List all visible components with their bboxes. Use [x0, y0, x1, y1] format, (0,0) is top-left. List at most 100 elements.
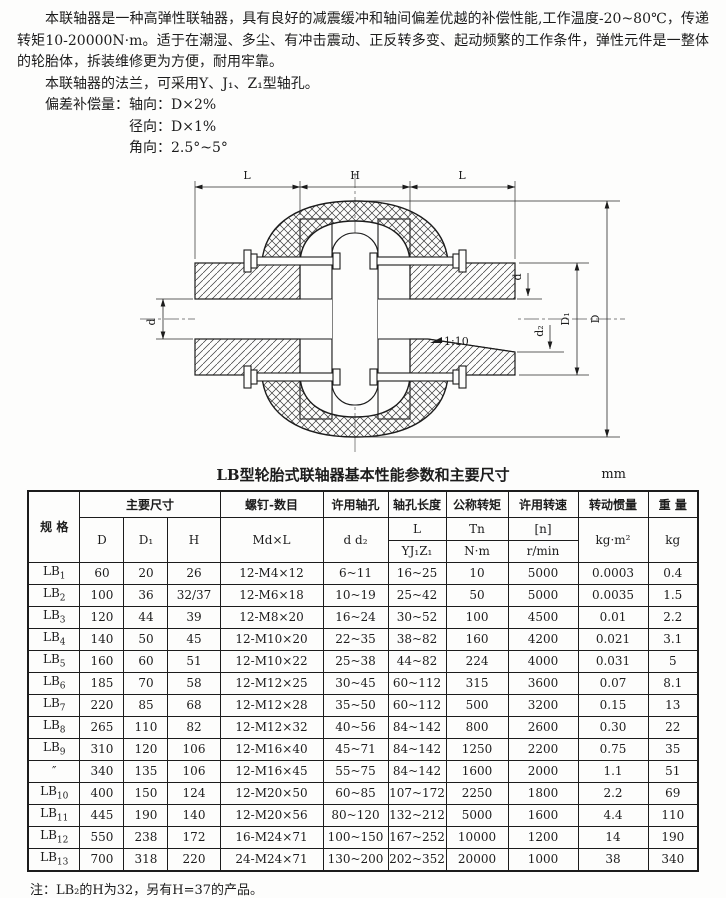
value-cell: 700	[79, 847, 125, 871]
spec-cell: LB10	[27, 781, 81, 805]
value-cell: 100	[445, 605, 509, 629]
value-cell: 110	[123, 715, 169, 739]
header-allow-bore-sub: d d₂	[322, 516, 389, 563]
dim-label-d-left: d	[145, 318, 158, 325]
header-allow-bore: 许用轴孔	[322, 490, 389, 518]
coupling-drawing-svg: 1:10 L H L d	[140, 169, 625, 453]
value-cell: 1.5	[647, 583, 699, 607]
value-cell: 5000	[507, 583, 579, 607]
right-hub-lower	[409, 337, 516, 376]
value-cell: 30~52	[387, 605, 447, 629]
compensation-line-angular: 角向：2.5°~5°	[129, 140, 228, 156]
table-row: LB4 140 50 45 12-M10×20 22~35 38~82 160 4200 0.02…	[27, 627, 699, 651]
value-cell: 50	[123, 627, 169, 651]
spec-table-header: 规 格 主要尺寸 螺钉-数目 许用轴孔 轴孔长度 公称转矩 许用转速 转动惯量 …	[27, 490, 699, 563]
coupling-cross-section-drawing: 1:10 L H L d	[0, 161, 726, 463]
value-cell: 60~85	[322, 781, 389, 805]
value-cell: 38	[577, 847, 649, 871]
value-cell: 12-M6×18	[219, 583, 324, 607]
value-cell: 26	[167, 561, 221, 585]
spec-cell: LB3	[27, 605, 81, 629]
header-spec: 规 格	[27, 490, 81, 563]
value-cell: 82	[167, 715, 221, 739]
value-cell: 150	[123, 781, 169, 805]
spec-cell: LB5	[27, 649, 81, 673]
value-cell: 190	[123, 803, 169, 827]
value-cell: 1000	[507, 847, 579, 871]
footnote: 注：LB₂的H为32，另有H=37的产品。	[30, 882, 264, 898]
header-D: D	[79, 516, 125, 563]
header-D1: D₁	[123, 516, 169, 563]
value-cell: 55~75	[322, 759, 389, 783]
table-row: LB2 100 36 32/37 12-M6×18 10~19 25~42 50 5000 0.0…	[27, 583, 699, 607]
bolt-bottom-right	[369, 364, 467, 389]
spec-cell: LB6	[27, 671, 81, 695]
value-cell: 12-M16×45	[219, 759, 324, 783]
value-cell: 120	[79, 605, 125, 629]
value-cell: 1800	[507, 781, 579, 805]
table-row: LB8 265 110 82 12-M12×32 40~56 84~142 800 2600 0.…	[27, 715, 699, 739]
value-cell: 130~200	[322, 847, 389, 871]
table-row: LB5 160 60 51 12-M10×22 25~38 44~82 224 4000 0.03…	[27, 649, 699, 673]
value-cell: 340	[79, 759, 125, 783]
value-cell: 265	[79, 715, 125, 739]
value-cell: 160	[79, 649, 125, 673]
value-cell: 4000	[507, 649, 579, 673]
value-cell: 800	[445, 715, 509, 739]
value-cell: 0.30	[577, 715, 649, 739]
value-cell: 202~352	[387, 847, 447, 871]
spec-cell: LB13	[27, 847, 81, 871]
value-cell: 8.1	[647, 671, 699, 695]
value-cell: 6~11	[322, 561, 389, 585]
value-cell: 0.021	[577, 627, 649, 651]
value-cell: 1.1	[577, 759, 649, 783]
value-cell: 25~42	[387, 583, 447, 607]
value-cell: 50	[445, 583, 509, 607]
dim-label-D: D	[589, 314, 602, 323]
compensation-label: 偏差补偿量：	[45, 97, 129, 113]
dimension-right-bore: d	[511, 272, 542, 299]
dimension-bore-end: d₂	[517, 324, 564, 352]
value-cell: 14	[577, 825, 649, 849]
value-cell: 12-M16×40	[219, 737, 324, 761]
table-row: ″ 340 135 106 12-M16×45 55~75 84~142 1600 2000 1.…	[27, 759, 699, 783]
value-cell: 60	[123, 649, 169, 673]
spec-cell: LB12	[27, 825, 81, 849]
document-page: 本联轴器是一种高弹性联轴器，具有良好的减震缓冲和轴间偏差优越的补偿性能,工作温度…	[0, 11, 726, 898]
header-speed: 许用转速	[507, 490, 579, 518]
value-cell: 0.01	[577, 605, 649, 629]
header-main-dims: 主要尺寸	[79, 490, 221, 518]
value-cell: 24-M24×71	[219, 847, 324, 871]
value-cell: 40~56	[322, 715, 389, 739]
value-cell: 25~38	[322, 649, 389, 673]
dim-label-D1: D₁	[559, 312, 572, 325]
value-cell: 5000	[507, 561, 579, 585]
value-cell: 445	[79, 803, 125, 827]
header-weight-unit: kg	[647, 516, 699, 563]
value-cell: 38~82	[387, 627, 447, 651]
value-cell: 84~142	[387, 759, 447, 783]
value-cell: 550	[79, 825, 125, 849]
header-inertia: 转动惯量	[577, 490, 649, 518]
compensation-axial: 轴向：D×2%	[129, 97, 217, 113]
value-cell: 1250	[445, 737, 509, 761]
value-cell: 32/37	[167, 583, 221, 607]
value-cell: 12-M12×32	[219, 715, 324, 739]
value-cell: 10000	[445, 825, 509, 849]
value-cell: 0.15	[577, 693, 649, 717]
value-cell: 12-M20×50	[219, 781, 324, 805]
value-cell: 36	[123, 583, 169, 607]
value-cell: 2600	[507, 715, 579, 739]
value-cell: 22	[647, 715, 699, 739]
value-cell: 0.0035	[577, 583, 649, 607]
header-screw-sub: Md×L	[219, 516, 324, 563]
value-cell: 1600	[445, 759, 509, 783]
dimension-outer-diameter: D	[360, 200, 620, 437]
value-cell: 16-M24×71	[219, 825, 324, 849]
value-cell: 2.2	[577, 781, 649, 805]
value-cell: 30~45	[322, 671, 389, 695]
table-unit-label: mm	[601, 466, 626, 482]
header-speed-unit: r/min	[507, 539, 579, 563]
table-title-line: LB型轮胎式联轴器基本性能参数和主要尺寸 mm	[28, 463, 698, 487]
table-row: LB3 120 44 39 12-M8×20 16~24 30~52 100 4500 0.01 2…	[27, 605, 699, 629]
